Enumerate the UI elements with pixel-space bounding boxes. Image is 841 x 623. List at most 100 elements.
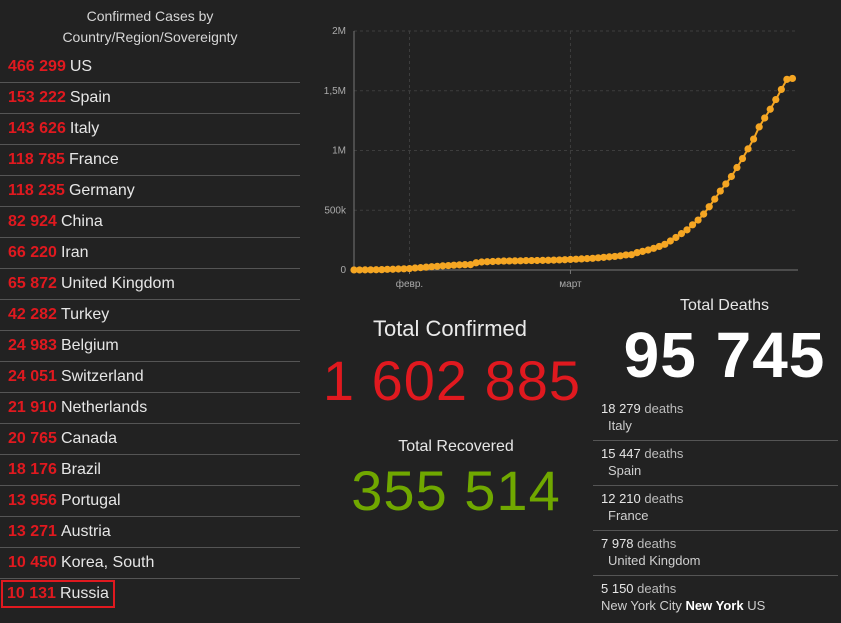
cases-data-point (766, 105, 774, 113)
country-row[interactable]: 118 785 France (0, 145, 300, 176)
country-row[interactable]: 24 051 Switzerland (0, 362, 300, 393)
cases-data-point (444, 261, 452, 270)
cases-data-point (417, 264, 425, 272)
country-name: Korea, South (60, 554, 155, 571)
country-case-count: 21 910 (8, 399, 57, 416)
cases-data-point (405, 264, 414, 273)
cases-data-point (750, 135, 758, 143)
country-row[interactable]: 82 924 China (0, 207, 300, 238)
deaths-row[interactable]: 12 210 deaths France (593, 486, 838, 531)
cases-data-point (772, 95, 780, 104)
country-list-title-line1: Confirmed Cases by (86, 8, 214, 24)
country-case-count: 13 271 (8, 523, 57, 540)
country-list[interactable]: 466 299 US 153 222 Spain 143 626 Italy 118 785… (0, 52, 300, 610)
cases-data-point (489, 257, 497, 266)
country-name: Portugal (60, 492, 121, 509)
cases-data-point (350, 266, 358, 274)
country-row[interactable]: 66 220 Iran (0, 238, 300, 269)
cases-data-point (783, 75, 791, 83)
deaths-word: deaths (637, 536, 677, 551)
cases-data-point (755, 123, 763, 131)
cases-data-point (683, 226, 691, 234)
cases-data-point (605, 253, 613, 261)
confirmed-by-country-panel: Confirmed Cases by Country/Region/Sovere… (0, 0, 300, 623)
cases-data-point (616, 252, 624, 260)
deaths-place: France (608, 508, 649, 523)
total-confirmed-label: Total Confirmed (372, 316, 528, 341)
country-row[interactable]: 21 910 Netherlands (0, 393, 300, 424)
cases-data-point (372, 266, 380, 274)
cases-data-point (544, 256, 552, 264)
cases-data-point (394, 265, 402, 273)
country-list-title: Confirmed Cases by Country/Region/Sovere… (0, 0, 300, 46)
country-row[interactable]: 10 131 Russia (0, 579, 300, 610)
cases-data-point (600, 253, 608, 261)
deaths-count: 5 150 (601, 581, 634, 596)
cases-data-point (539, 256, 547, 264)
cases-data-point (777, 85, 785, 94)
cases-data-point (433, 262, 441, 270)
deaths-row[interactable]: 18 279 deaths Italy (593, 396, 838, 441)
deaths-place: Spain (608, 463, 642, 478)
country-row[interactable]: 153 222 Spain (0, 83, 300, 114)
country-row[interactable]: 65 872 United Kingdom (0, 269, 300, 300)
country-row[interactable]: 24 983 Belgium (0, 331, 300, 362)
deaths-count: 12 210 (601, 491, 641, 506)
cases-data-point (661, 240, 669, 248)
deaths-row[interactable]: 15 447 deaths Spain (593, 441, 838, 486)
country-name: Italy (69, 120, 100, 137)
cases-data-point (511, 257, 519, 265)
cases-data-point (705, 203, 713, 211)
cases-data-point (572, 255, 580, 263)
cases-data-point (727, 172, 735, 181)
deaths-row[interactable]: 7 978 deaths United Kingdom (593, 531, 838, 576)
country-row[interactable]: 143 626 Italy (0, 114, 300, 145)
deaths-place: United Kingdom (608, 553, 701, 568)
cases-data-point (516, 257, 525, 265)
cases-data-point (627, 251, 636, 259)
country-case-count: 18 176 (8, 461, 57, 478)
country-case-count: 65 872 (8, 275, 57, 292)
deaths-place-city: New York City (601, 598, 682, 613)
cases-data-point (655, 242, 663, 251)
country-name: Belgium (60, 337, 119, 354)
country-row[interactable]: 10 450 Korea, South (0, 548, 300, 579)
cases-data-point (672, 233, 680, 242)
y-tick-label: 1,5M (324, 86, 346, 97)
cases-data-point (555, 256, 563, 264)
country-row[interactable]: 466 299 US (0, 52, 300, 83)
cases-data-point (589, 254, 597, 262)
country-case-count: 20 765 (8, 430, 57, 447)
country-row[interactable]: 118 235 Germany (0, 176, 300, 207)
cases-data-point (694, 216, 702, 224)
country-name: Turkey (60, 306, 110, 323)
country-case-count: 153 222 (8, 89, 66, 106)
cases-data-point (528, 256, 536, 265)
country-row[interactable]: 18 176 Brazil (0, 455, 300, 486)
cases-data-point (439, 262, 447, 270)
x-tick-label: февр. (396, 278, 423, 290)
cases-data-point (594, 254, 602, 262)
cases-over-time-chart[interactable]: 0 500k 1M 1,5M 2M февр. март (300, 0, 841, 300)
deaths-place-state: New York (685, 598, 744, 613)
cases-data-point (650, 244, 658, 252)
country-row[interactable]: 13 956 Portugal (0, 486, 300, 517)
cases-data-point (428, 263, 436, 271)
deaths-row[interactable]: 5 150 deaths New York City New York US (593, 576, 838, 621)
y-tick-label: 2M (332, 26, 346, 37)
country-name: China (60, 213, 103, 230)
cases-data-point (761, 114, 769, 122)
country-case-count: 118 235 (8, 182, 65, 199)
deaths-count: 7 978 (601, 536, 634, 551)
cases-data-point (716, 187, 724, 195)
deaths-list[interactable]: 18 279 deaths Italy 15 447 deaths Spain 12 2… (593, 396, 838, 621)
cases-data-point (378, 266, 386, 274)
country-row[interactable]: 13 271 Austria (0, 517, 300, 548)
country-row[interactable]: 42 282 Turkey (0, 300, 300, 331)
country-row[interactable]: 20 765 Canada (0, 424, 300, 455)
cases-data-point (566, 255, 575, 264)
cases-data-point (550, 256, 558, 264)
country-case-count: 10 450 (8, 554, 57, 571)
deaths-place: Italy (608, 418, 632, 433)
cases-data-point (411, 264, 419, 272)
